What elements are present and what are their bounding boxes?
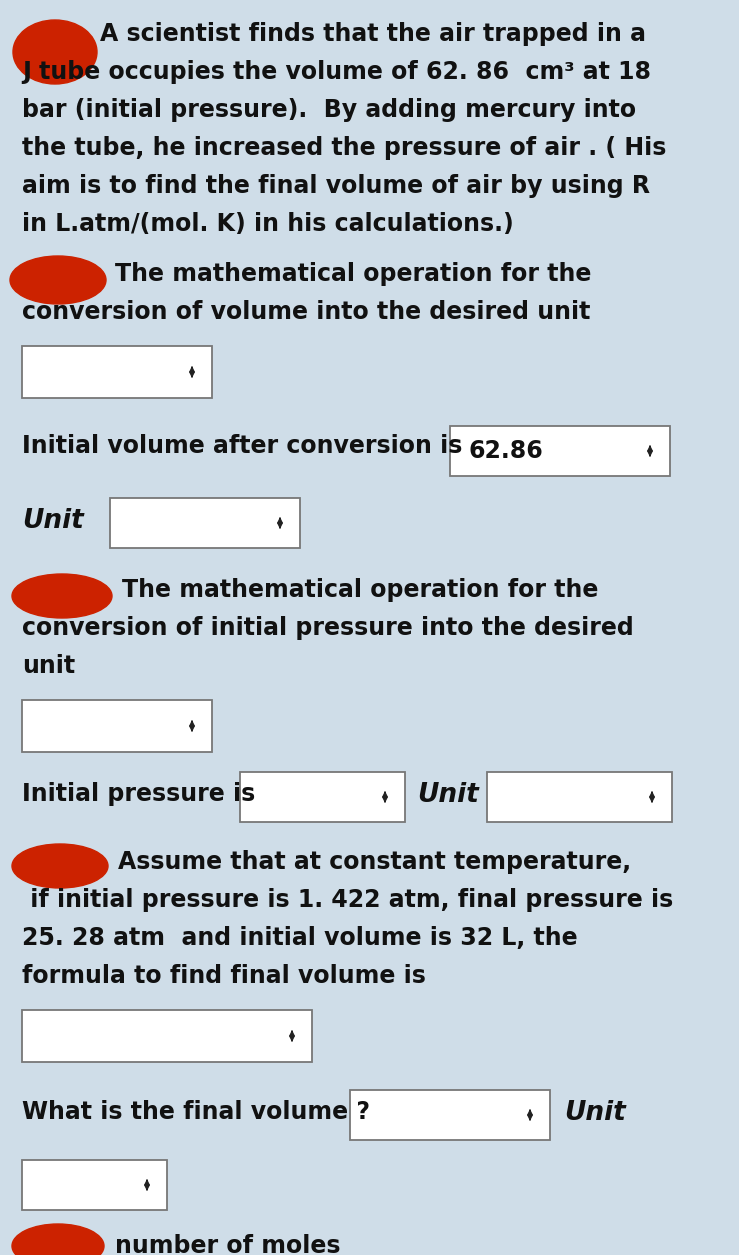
- Text: The mathematical operation for the: The mathematical operation for the: [122, 579, 599, 602]
- Text: bar (initial pressure).  By adding mercury into: bar (initial pressure). By adding mercur…: [22, 98, 636, 122]
- Text: number of moles: number of moles: [115, 1234, 341, 1255]
- Ellipse shape: [10, 256, 106, 304]
- FancyBboxPatch shape: [22, 700, 212, 752]
- FancyBboxPatch shape: [487, 772, 672, 822]
- FancyBboxPatch shape: [22, 1010, 312, 1062]
- Text: unit: unit: [22, 654, 75, 678]
- Text: What is the final volume ?: What is the final volume ?: [22, 1099, 370, 1124]
- Text: A scientist finds that the air trapped in a: A scientist finds that the air trapped i…: [100, 23, 646, 46]
- Text: Unit: Unit: [22, 508, 84, 533]
- Text: aim is to find the final volume of air by using R: aim is to find the final volume of air b…: [22, 174, 650, 198]
- Text: if initial pressure is 1. 422 atm, final pressure is: if initial pressure is 1. 422 atm, final…: [22, 889, 673, 912]
- Text: J tube occupies the volume of 62. 86  cm³ at 18: J tube occupies the volume of 62. 86 cm³…: [22, 60, 651, 84]
- Text: conversion of volume into the desired unit: conversion of volume into the desired un…: [22, 300, 590, 324]
- Text: Assume that at constant temperature,: Assume that at constant temperature,: [118, 850, 631, 873]
- Text: Initial volume after conversion is: Initial volume after conversion is: [22, 434, 463, 458]
- Ellipse shape: [12, 574, 112, 617]
- Text: the tube, he increased the pressure of air . ( His: the tube, he increased the pressure of a…: [22, 136, 667, 159]
- Text: conversion of initial pressure into the desired: conversion of initial pressure into the …: [22, 616, 634, 640]
- Text: Unit: Unit: [417, 782, 479, 808]
- Text: 25. 28 atm  and initial volume is 32 L, the: 25. 28 atm and initial volume is 32 L, t…: [22, 926, 578, 950]
- Ellipse shape: [13, 20, 97, 84]
- Text: formula to find final volume is: formula to find final volume is: [22, 964, 426, 988]
- FancyBboxPatch shape: [450, 425, 670, 476]
- Text: Initial pressure is: Initial pressure is: [22, 782, 255, 806]
- Ellipse shape: [12, 1224, 104, 1255]
- Text: The mathematical operation for the: The mathematical operation for the: [115, 262, 591, 286]
- Text: 62.86: 62.86: [468, 439, 542, 463]
- FancyBboxPatch shape: [240, 772, 405, 822]
- FancyBboxPatch shape: [22, 1160, 167, 1210]
- Text: Unit: Unit: [564, 1099, 626, 1126]
- FancyBboxPatch shape: [110, 498, 300, 548]
- Text: in L.atm/(mol. K) in his calculations.): in L.atm/(mol. K) in his calculations.): [22, 212, 514, 236]
- FancyBboxPatch shape: [22, 346, 212, 398]
- FancyBboxPatch shape: [350, 1091, 550, 1140]
- Ellipse shape: [12, 845, 108, 889]
